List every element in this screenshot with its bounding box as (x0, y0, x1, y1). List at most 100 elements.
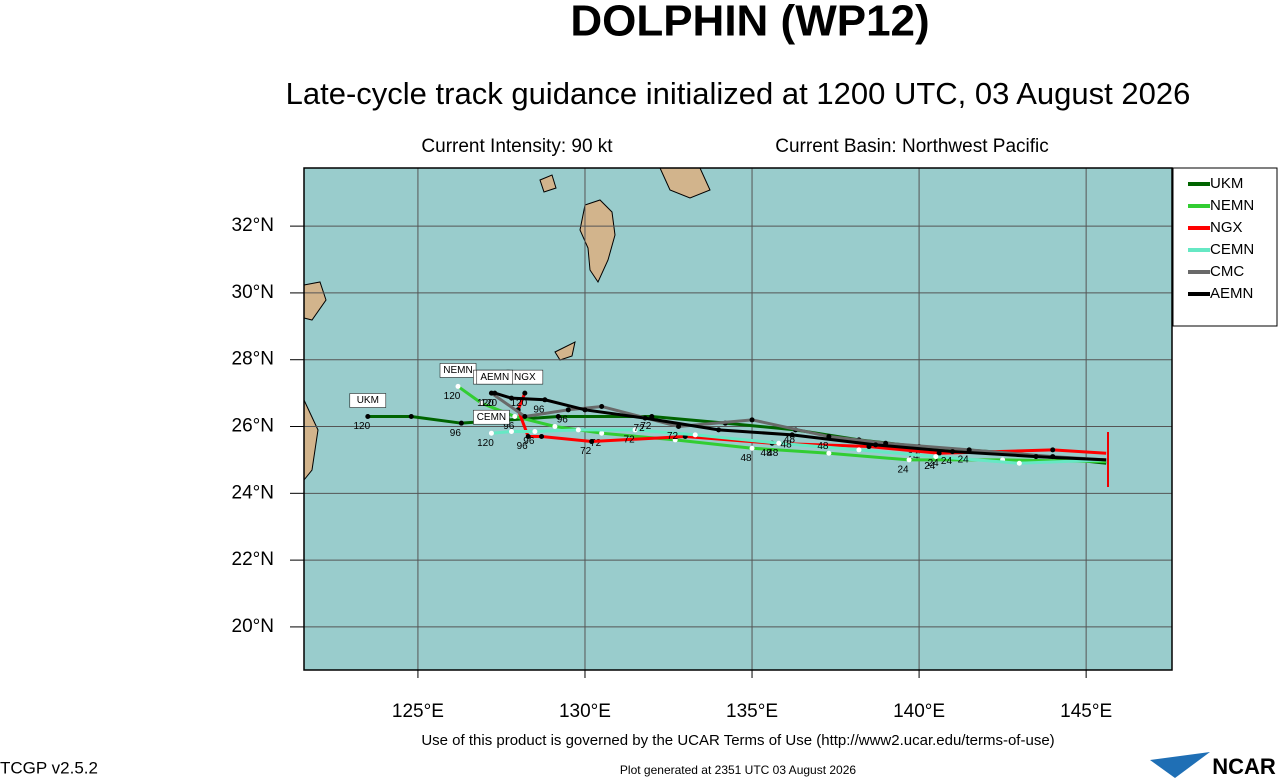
track-point (1033, 454, 1039, 460)
hour-label: 96 (523, 436, 535, 447)
track-point (676, 424, 682, 430)
ocean (304, 168, 1172, 670)
logo: NCAR (1212, 754, 1276, 779)
model-label: NGX (514, 372, 536, 383)
track-point (826, 450, 832, 456)
hour-label: 120 (477, 398, 494, 409)
track-point (365, 413, 371, 419)
hour-label: 24 (958, 455, 970, 466)
track-point (478, 400, 484, 406)
hour-label: 48 (740, 453, 752, 464)
track-point (692, 432, 698, 438)
hour-label: 72 (634, 423, 646, 434)
x-tick-label: 145°E (1060, 701, 1112, 722)
track-point (552, 424, 558, 430)
legend-label: UKM (1210, 175, 1243, 192)
track-point (789, 432, 795, 438)
track-point (522, 413, 528, 419)
model-label: AEMN (480, 372, 509, 383)
model-label: UKM (357, 395, 379, 406)
hour-label: 96 (450, 428, 462, 439)
track-point (776, 440, 782, 446)
legend-label: AEMN (1210, 285, 1253, 302)
track-point (532, 429, 538, 435)
model-label: NEMN (443, 365, 472, 376)
track-point (599, 430, 605, 436)
track-point (949, 449, 955, 455)
hour-label: 96 (503, 421, 515, 432)
track-point (408, 413, 414, 419)
track-point (455, 383, 461, 389)
generated: Plot generated at 2351 UTC 03 August 202… (620, 763, 856, 777)
hour-label: 48 (781, 440, 793, 451)
kyushu (579, 199, 616, 284)
x-tick-label: 130°E (559, 701, 611, 722)
y-tick-label: 30°N (232, 282, 274, 303)
track-point (632, 427, 638, 433)
track-point (458, 420, 464, 426)
hour-label: 120 (480, 398, 497, 409)
track-point (933, 454, 939, 460)
track-point (525, 434, 531, 440)
track-point (508, 395, 514, 401)
y-tick-label: 32°N (232, 215, 274, 236)
hour-label: 48 (784, 434, 796, 445)
track-point (555, 413, 561, 419)
hour-label: 120 (477, 438, 494, 449)
legend-label: NGX (1210, 219, 1243, 236)
title: DOLPHIN (WP12) (570, 0, 929, 46)
track-point (856, 447, 862, 453)
track-point (542, 397, 548, 403)
track-point (512, 413, 518, 419)
y-tick-label: 26°N (232, 416, 274, 437)
track-point (749, 417, 755, 423)
model-label-box (349, 393, 387, 408)
basin: Current Basin: Northwest Pacific (775, 136, 1049, 157)
hour-label: 120 (353, 421, 370, 432)
model-label-box (473, 409, 510, 425)
track-point (539, 434, 545, 440)
y-tick-label: 28°N (232, 349, 274, 370)
y-tick-label: 20°N (232, 616, 274, 637)
model-label: CEMN (477, 412, 506, 423)
hour-label: 24 (924, 461, 936, 472)
land (303, 167, 711, 482)
logo-mark (1150, 752, 1210, 778)
subtitle: Late-cycle track guidance initialized at… (286, 76, 1191, 111)
x-tick-label: 135°E (726, 701, 778, 722)
hour-label: 24 (897, 465, 909, 476)
track-point (575, 427, 581, 433)
track-point (642, 415, 648, 421)
legend-label: CMC (1210, 263, 1244, 280)
legend (1172, 167, 1278, 327)
hour-label: 24 (908, 451, 920, 462)
track-point (508, 429, 514, 435)
version: TCGP v2.5.2 (0, 758, 98, 777)
track-point (492, 390, 498, 396)
amami (554, 341, 576, 361)
hour-label: 72 (667, 431, 679, 442)
track-point (488, 430, 494, 436)
hour-label: 72 (624, 434, 636, 445)
hour-label: 96 (533, 404, 545, 415)
hour-label: 48 (767, 448, 779, 459)
track-point (589, 439, 595, 445)
hour-label: 72 (640, 421, 652, 432)
track-point (599, 403, 605, 409)
track-point (716, 427, 722, 433)
y-tick-label: 22°N (232, 549, 274, 570)
x-tick-label: 140°E (893, 701, 945, 722)
track-point (1016, 460, 1022, 466)
hour-label: 120 (444, 391, 461, 402)
track-point (906, 457, 912, 463)
hour-label: 48 (761, 448, 773, 459)
hour-label: 72 (580, 446, 592, 457)
hour-label: 96 (517, 441, 529, 452)
hour-label: 96 (557, 414, 569, 425)
track-point (1050, 447, 1056, 453)
hour-label: 24 (941, 456, 953, 467)
map-frame (303, 167, 1173, 671)
hour-label: 120 (510, 398, 527, 409)
intensity: Current Intensity: 90 kt (421, 136, 613, 157)
